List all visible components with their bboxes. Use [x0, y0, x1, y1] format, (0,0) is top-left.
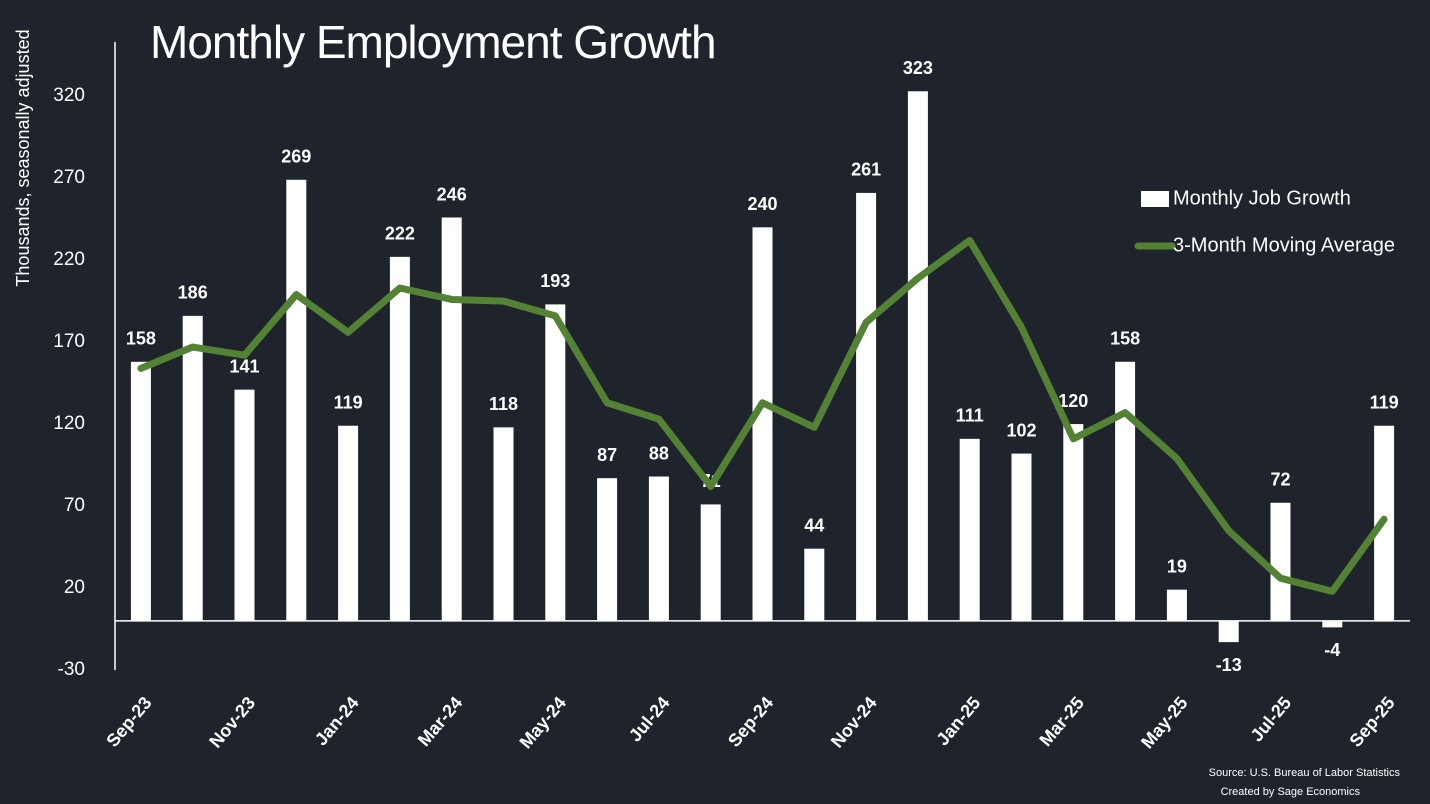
legend-label: Monthly Job Growth: [1173, 187, 1351, 209]
bar: [752, 227, 773, 621]
bar: [907, 91, 928, 621]
data-label: 158: [1110, 329, 1140, 349]
data-label: 246: [437, 184, 467, 204]
y-tick-label: 70: [64, 495, 85, 516]
bar: [1322, 620, 1343, 628]
source: Source: U.S. Bureau of Labor Statistics: [1209, 767, 1401, 779]
x-tick-label: Sep-25: [1346, 693, 1399, 751]
bar: [338, 425, 359, 621]
bar: [1166, 589, 1187, 621]
data-label: 119: [1370, 392, 1399, 412]
data-label: 88: [649, 443, 669, 463]
data-label: -13: [1216, 655, 1242, 675]
bar: [441, 217, 462, 621]
data-label: 102: [1006, 420, 1036, 440]
x-tick-label: Jul-25: [1246, 693, 1295, 746]
source: Created by Sage Economics: [1221, 786, 1361, 798]
data-label: 193: [540, 271, 570, 291]
bar: [234, 389, 255, 621]
x-tick-label: Mar-25: [1035, 693, 1088, 750]
bar: [1115, 361, 1136, 621]
bar: [804, 548, 825, 621]
x-tick-label: May-24: [515, 693, 570, 753]
y-tick-label: 220: [53, 249, 85, 270]
y-tick-label: 120: [53, 413, 85, 434]
bar: [182, 315, 203, 621]
y-tick-label: -30: [58, 659, 85, 680]
y-axis-label: Thousands, seasonally adjusted: [13, 29, 33, 286]
y-tick-label: 320: [53, 85, 85, 106]
x-tick-label: Jan-24: [311, 693, 363, 750]
x-tick-label: Jan-25: [932, 693, 984, 750]
data-label: 323: [903, 58, 933, 78]
legend-label: 3-Month Moving Average: [1173, 234, 1395, 256]
bar: [493, 427, 514, 621]
moving-average-line: [137, 236, 1388, 595]
x-tick-label: Nov-23: [205, 693, 259, 752]
y-tick-label: 170: [53, 331, 85, 352]
legend-swatch: [1141, 191, 1169, 207]
bar: [700, 504, 721, 621]
bar: [286, 179, 307, 621]
data-label: 261: [851, 160, 881, 180]
bar: [856, 192, 877, 621]
data-label: 72: [1270, 470, 1290, 490]
bar: [545, 304, 566, 621]
x-tick-label: Sep-24: [724, 693, 777, 751]
data-label: 222: [385, 224, 415, 244]
data-label: 269: [281, 147, 311, 167]
bar: [1218, 620, 1239, 643]
data-label: 141: [229, 356, 259, 376]
data-label: 240: [747, 194, 777, 214]
bar: [959, 438, 980, 621]
data-label: 87: [597, 445, 617, 465]
data-label: 19: [1167, 556, 1187, 576]
chart-title: Monthly Employment Growth: [150, 16, 716, 68]
x-tick-label: Mar-24: [414, 693, 467, 750]
data-label: 111: [956, 406, 984, 426]
data-label: 44: [804, 515, 824, 535]
bar: [597, 478, 618, 621]
data-label: 118: [489, 394, 518, 414]
y-tick-label: 270: [53, 167, 85, 188]
bar: [1063, 424, 1084, 621]
x-tick-label: May-25: [1137, 693, 1192, 753]
bar: [1011, 453, 1032, 621]
bar: [648, 476, 669, 621]
y-tick-label: 20: [64, 577, 85, 598]
x-tick-label: Nov-24: [827, 693, 881, 752]
bar: [130, 361, 151, 621]
bar: [389, 256, 410, 621]
data-label: -4: [1324, 640, 1340, 660]
data-label: 186: [178, 283, 208, 303]
bar: [1270, 502, 1291, 621]
data-label: 158: [126, 329, 156, 349]
x-tick-label: Sep-23: [102, 693, 155, 751]
x-tick-label: Jul-24: [625, 693, 674, 746]
data-label: 119: [334, 392, 363, 412]
data-label: 120: [1058, 391, 1088, 411]
